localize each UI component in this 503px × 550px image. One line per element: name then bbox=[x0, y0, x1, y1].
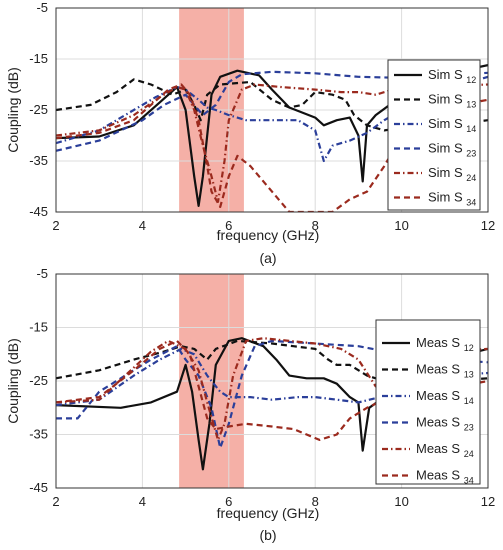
series-line-s12 bbox=[56, 64, 488, 207]
axes-box bbox=[55, 273, 489, 489]
legend-label-s23: Meas S 23 bbox=[416, 415, 474, 433]
y-tick-label: -35 bbox=[29, 153, 48, 168]
series-line-s12 bbox=[56, 337, 488, 471]
series-line-s13 bbox=[56, 78, 488, 132]
y-tick-label: -5 bbox=[36, 266, 48, 281]
legend-label-s13: Meas S 13 bbox=[416, 362, 474, 380]
y-tick-label: -35 bbox=[29, 427, 48, 442]
x-tick-label: 2 bbox=[52, 218, 59, 233]
y-tick-label: -5 bbox=[36, 0, 48, 15]
legend: Meas S 12 Meas S 13 Meas S 14 Meas S 23 Meas… bbox=[375, 319, 481, 486]
series-line-s34 bbox=[56, 83, 488, 212]
legend-label-s24: Sim S 24 bbox=[428, 165, 476, 183]
x-axis-label: frequency (GHz) bbox=[217, 227, 320, 243]
legend-subscript: 13 bbox=[464, 370, 474, 380]
legend-label-s34: Meas S 34 bbox=[416, 468, 474, 486]
x-axis-label: frequency (GHz) bbox=[217, 505, 320, 521]
legend-subscript: 34 bbox=[464, 476, 474, 486]
y-tick-label: -45 bbox=[29, 204, 48, 219]
y-tick-label: -25 bbox=[29, 102, 48, 117]
legend-subscript: 14 bbox=[466, 124, 476, 134]
panel-caption: (a) bbox=[259, 250, 276, 266]
legend-subscript: 34 bbox=[466, 198, 476, 208]
series-line-s23 bbox=[56, 339, 488, 449]
legend-box bbox=[387, 59, 481, 211]
x-tick-label: 6 bbox=[225, 218, 232, 233]
x-tick-label: 10 bbox=[394, 494, 408, 509]
legend-label-s13: Sim S 13 bbox=[428, 92, 476, 110]
y-tick-label: -15 bbox=[29, 320, 48, 335]
legend-label-s14: Meas S 14 bbox=[416, 388, 474, 406]
y-tick-label: -45 bbox=[29, 480, 48, 495]
legend-label-s14: Sim S 14 bbox=[428, 116, 476, 134]
x-tick-label: 4 bbox=[139, 218, 146, 233]
legend-subscript: 12 bbox=[466, 75, 476, 85]
legend-subscript: 14 bbox=[464, 396, 474, 406]
series-line-s23 bbox=[56, 70, 488, 152]
x-tick-label: 10 bbox=[394, 218, 408, 233]
x-tick-label: 6 bbox=[225, 494, 232, 509]
y-tick-label: -25 bbox=[29, 373, 48, 388]
x-tick-label: 4 bbox=[139, 494, 146, 509]
x-tick-label: 8 bbox=[312, 494, 319, 509]
legend-box bbox=[375, 319, 481, 485]
x-tick-label: 12 bbox=[481, 218, 495, 233]
legend-subscript: 24 bbox=[466, 173, 476, 183]
y-axis-label: Coupling (dB) bbox=[5, 67, 21, 153]
panel-caption: (b) bbox=[259, 527, 276, 543]
series-line-s24 bbox=[56, 337, 488, 441]
legend-subscript: 23 bbox=[466, 149, 476, 159]
legend-label-s23: Sim S 23 bbox=[428, 141, 476, 159]
legend-subscript: 23 bbox=[464, 423, 474, 433]
series-line-s14 bbox=[56, 347, 488, 407]
y-tick-label: -15 bbox=[29, 51, 48, 66]
legend-subscript: 13 bbox=[466, 100, 476, 110]
legend-subscript: 24 bbox=[464, 449, 474, 459]
legend-label-s34: Sim S 34 bbox=[428, 190, 476, 208]
legend-label-s12: Meas S 12 bbox=[416, 335, 474, 353]
legend-label-s24: Meas S 24 bbox=[416, 441, 474, 459]
y-axis-label: Coupling (dB) bbox=[5, 338, 21, 424]
axes-box bbox=[55, 7, 489, 213]
legend-label-s12: Sim S 12 bbox=[428, 67, 476, 85]
x-tick-label: 12 bbox=[481, 494, 495, 509]
series-line-s24 bbox=[56, 83, 488, 203]
x-tick-label: 8 bbox=[312, 218, 319, 233]
legend: Sim S 12 Sim S 13 Sim S 14 Sim S 23 Sim S 24… bbox=[387, 59, 481, 211]
legend-subscript: 12 bbox=[464, 343, 474, 353]
x-tick-label: 2 bbox=[52, 494, 59, 509]
